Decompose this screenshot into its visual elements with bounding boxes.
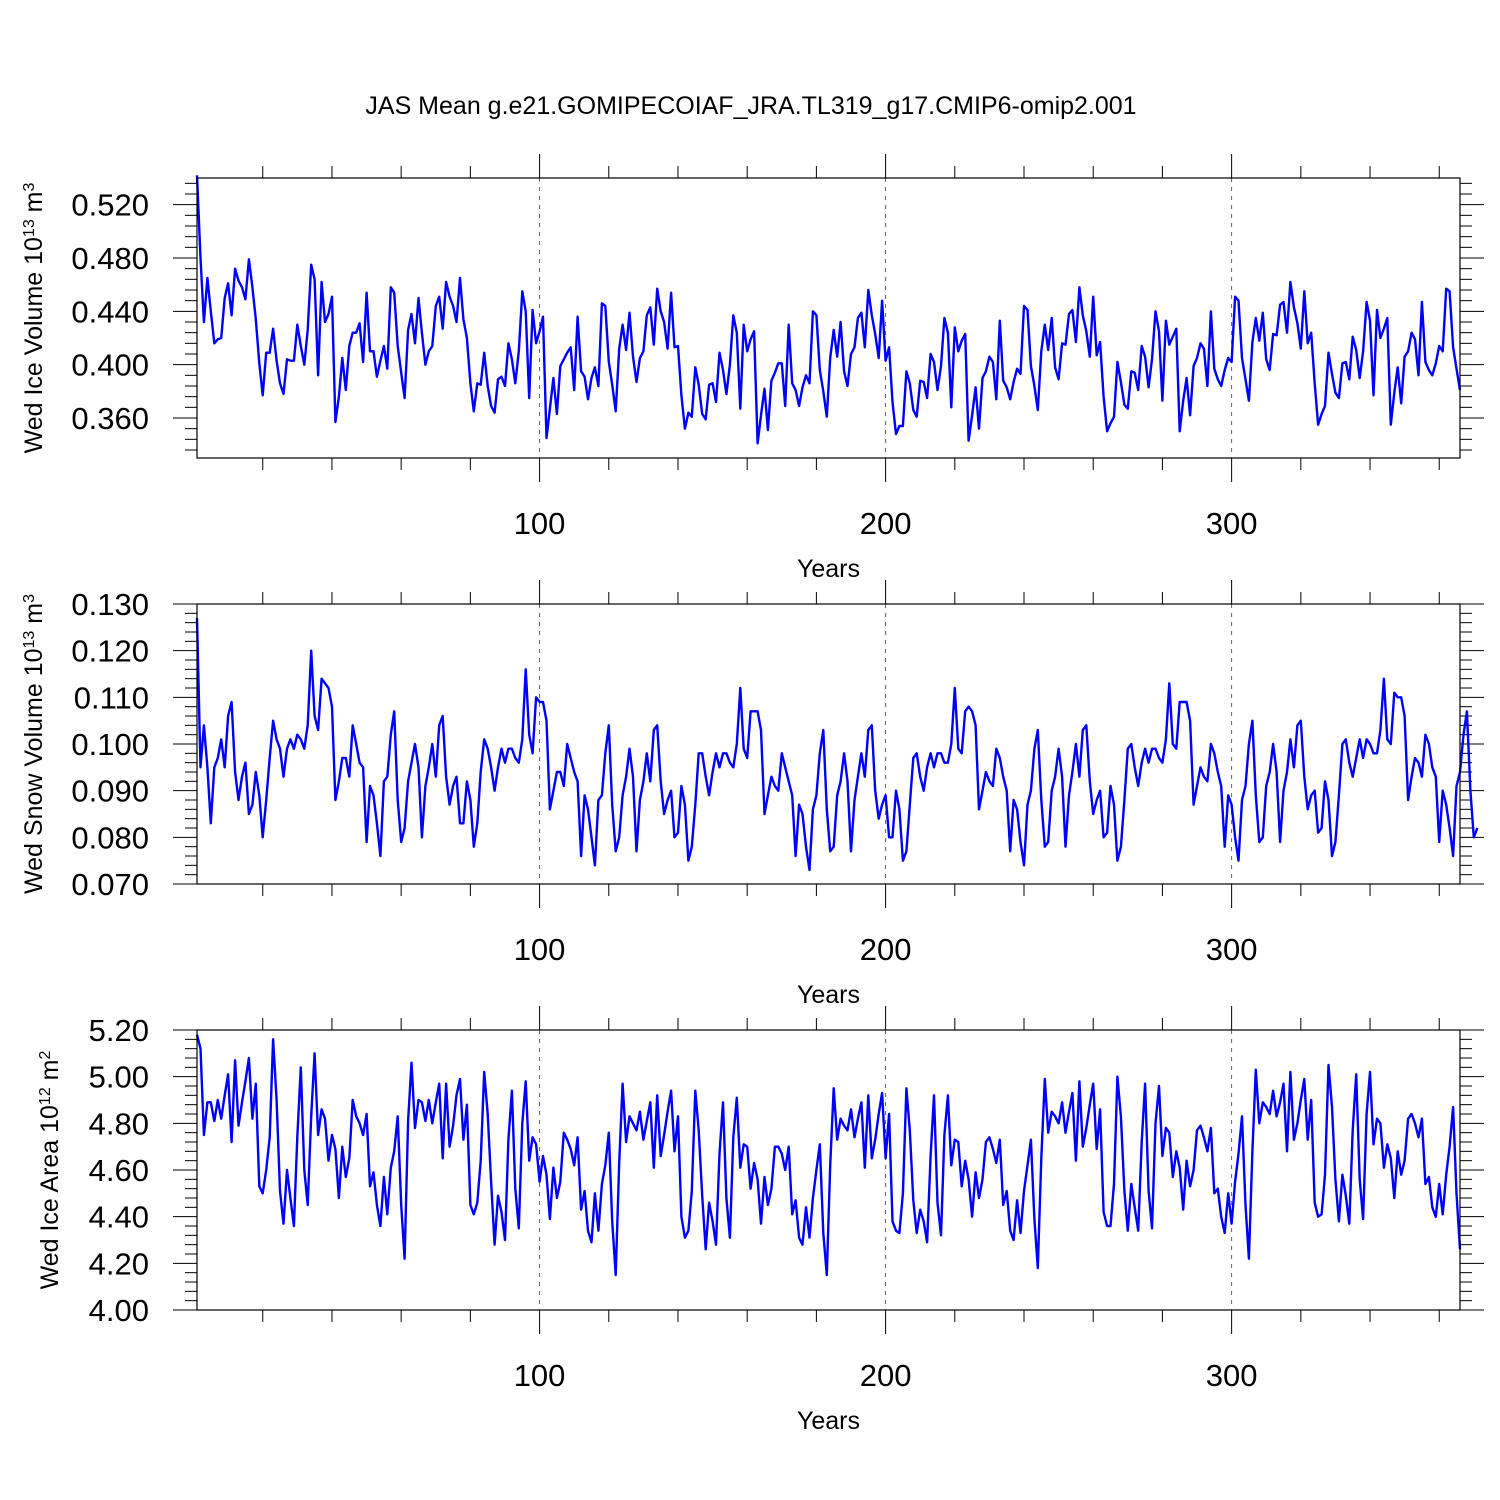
x-tick-label: 300 [1206,932,1258,967]
snow-volume-y-axis-unit-exponent: 3 [21,594,38,603]
ice-area-series-line [195,1034,1462,1277]
snow-volume-y-axis-exponent: 13 [21,631,38,649]
ice-volume-plot-frame [196,177,1461,459]
x-tick-label: 200 [860,1358,912,1393]
y-tick-label: 0.100 [71,727,149,762]
x-tick-label: 200 [860,506,912,541]
ice-area-y-tick-labels: 4.00 4.20 4.40 4.60 4.80 5.00 5.20 [89,1013,149,1328]
ice-volume-y-tick-labels: 0.360 0.400 0.440 0.480 0.520 [71,188,149,436]
ice-volume-x-tick-labels: 100 200 300 [514,506,1258,541]
snow-volume-x-tick-labels: 100 200 300 [514,932,1258,967]
ice-area-plot-frame [196,1029,1461,1311]
ice-area-gridlines [539,1030,1233,1310]
y-tick-label: 4.20 [89,1246,149,1281]
y-tick-label: 0.070 [71,867,149,902]
snow-volume-y-tick-labels: 0.070 0.080 0.090 0.100 0.110 0.120 0.130 [71,587,149,902]
ice-volume-panel: 0.360 0.400 0.440 0.480 0.520 100 200 300 Year… [20,154,1484,583]
y-tick-label: 5.00 [89,1060,149,1095]
ice-area-ticks [173,1006,1484,1334]
chart-title: JAS Mean g.e21.GOMIPECOIAF_JRA.TL319_g17… [365,92,1136,120]
y-tick-label: 0.520 [71,188,149,223]
y-tick-label: 0.480 [71,241,149,276]
y-tick-label: 0.400 [71,348,149,383]
y-tick-label: 0.130 [71,587,149,622]
snow-volume-panel: 0.070 0.080 0.090 0.100 0.110 0.120 0.130 100 2… [20,580,1484,1009]
ice-area-x-tick-labels: 100 200 300 [514,1358,1258,1393]
y-tick-label: 0.090 [71,774,149,809]
snow-volume-plot-frame [196,603,1461,885]
ice-area-y-axis-unit-exponent: 2 [37,1050,54,1059]
x-tick-label: 100 [514,932,566,967]
snow-volume-series-line [195,617,1479,872]
x-tick-label: 300 [1206,506,1258,541]
ice-volume-gridlines [539,178,1233,458]
snow-volume-gridlines [539,604,1233,884]
x-tick-label: 100 [514,1358,566,1393]
y-tick-label: 0.360 [71,401,149,436]
y-tick-label: 4.00 [89,1293,149,1328]
y-tick-label: 4.40 [89,1200,149,1235]
y-tick-label: 4.80 [89,1106,149,1141]
ice-volume-ticks [173,154,1484,482]
ice-volume-y-axis-exponent: 13 [21,219,38,237]
ice-volume-y-axis-unit-exponent: 3 [21,182,38,191]
ice-volume-series-line [195,175,1462,445]
ice-area-y-axis-label: Wed Ice Area 10 [36,1105,64,1289]
y-tick-label: 0.110 [74,680,149,715]
snow-volume-y-axis-title: Wed Snow Volume 1013 m3 [20,594,48,894]
ice-area-panel: 4.00 4.20 4.40 4.60 4.80 5.00 5.20 100 200 300 Y… [36,1006,1484,1435]
y-tick-label: 4.60 [89,1153,149,1188]
snow-volume-x-axis-title: Years [797,981,860,1009]
snow-volume-y-axis-unit: m [20,603,48,631]
ice-area-y-axis-title: Wed Ice Area 1012 m2 [36,1050,64,1289]
snow-volume-ticks [173,580,1484,908]
x-tick-label: 100 [514,506,566,541]
y-tick-label: 0.440 [71,294,149,329]
ice-area-y-axis-unit: m [36,1059,64,1087]
y-tick-label: 0.080 [71,820,149,855]
x-tick-label: 300 [1206,1358,1258,1393]
ice-volume-y-axis-title: Wed Ice Volume 1013 m3 [20,182,48,453]
ice-area-y-axis-exponent: 12 [37,1087,54,1105]
ice-volume-y-axis-label: Wed Ice Volume 10 [20,237,48,453]
x-tick-label: 200 [860,932,912,967]
ice-area-x-axis-title: Years [797,1407,860,1435]
snow-volume-y-axis-label: Wed Snow Volume 10 [20,648,48,894]
y-tick-label: 5.20 [89,1013,149,1048]
ice-volume-y-axis-unit: m [20,191,48,219]
ice-volume-x-axis-title: Years [797,555,860,583]
y-tick-label: 0.120 [71,634,149,669]
